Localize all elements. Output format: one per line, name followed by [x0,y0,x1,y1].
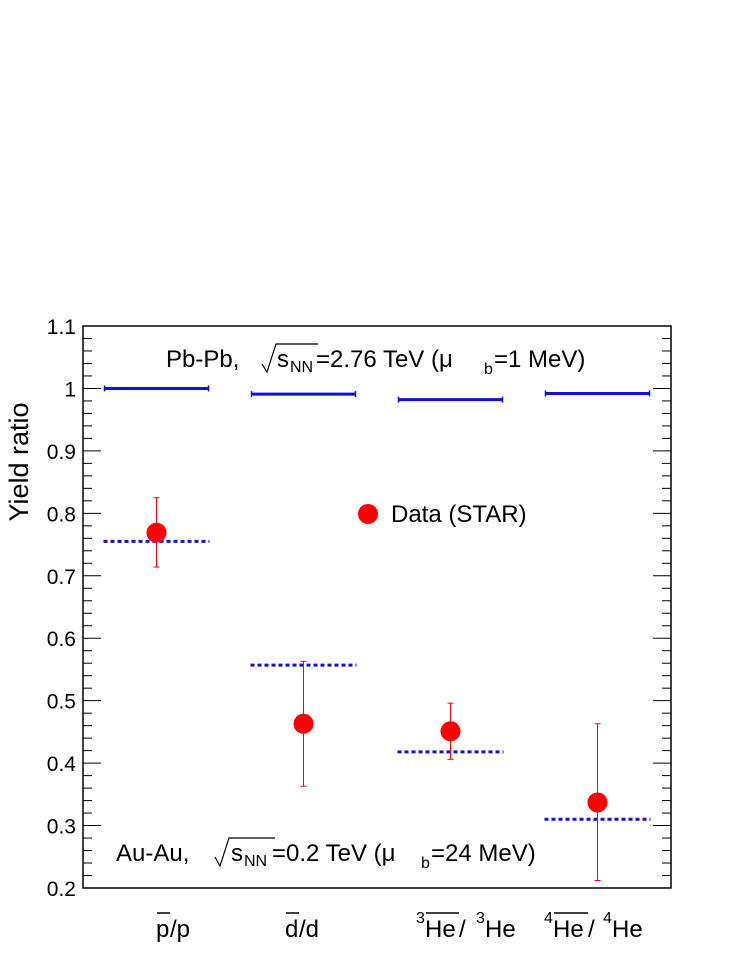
x-label-dbar-main: d [285,916,298,943]
x-label-he3-sup2: 3 [476,910,485,927]
annotation-au-au-energy: =0.2 TeV (μ [272,840,395,867]
au-au-model-lines [103,539,651,821]
y-tick-label: 0.8 [47,503,76,526]
annotation-pb-pb-mub: =1 MeV) [494,346,585,373]
x-label-pbar-p: p /p [156,912,190,943]
y-tick-label: 0.9 [47,441,76,464]
x-label-he3bar-he3: 3 He / 3 He [416,910,516,943]
axis-ticks [83,325,671,889]
plot-frame [82,325,672,889]
annotation-pb-pb-sub: NN [290,359,313,376]
star-data-points [146,497,608,882]
annotation-au-au-mub: =24 MeV) [431,840,536,867]
y-tick-label: 1 [64,378,76,401]
annotation-pb-pb-s: s [277,346,289,373]
x-category-labels: p /p d /d 3 He / 3 He 4 He / 4 He [156,910,643,943]
y-axis-label: Yield ratio [4,402,34,521]
annotation-au-au: Au-Au, s NN =0.2 TeV (μ b =24 MeV) [116,837,536,872]
legend: Data (STAR) [358,501,527,528]
pb-pb-model-lines [103,385,651,403]
x-label-he3-rest: / [459,916,466,943]
x-label-he3-main: He [425,916,456,943]
x-label-he4-main: He [553,916,584,943]
x-label-he4-tail: He [612,916,643,943]
annotation-au-au-s: s [231,840,243,867]
annotation-pb-pb: Pb-Pb, s NN =2.76 TeV (μ b =1 MeV) [166,343,585,378]
sqrt-symbol [261,343,318,374]
x-label-dbar-rest: /d [299,916,319,943]
x-label-he4-sup1: 4 [544,910,553,927]
y-tick-label: 0.6 [47,628,76,651]
annotation-au-au-mu-sub: b [421,855,430,872]
x-label-he4bar-he4: 4 He / 4 He [544,910,643,943]
annotation-au-au-prefix: Au-Au, [116,840,189,867]
x-label-he4-sup2: 4 [603,910,612,927]
y-tick-label: 1.1 [47,316,76,339]
y-tick-label: 0.4 [47,753,77,776]
sqrt-symbol-bottom [214,837,275,868]
x-label-dbar-d: d /d [285,912,319,943]
x-label-pbar-rest: /p [170,916,190,943]
annotation-au-au-sub: NN [244,853,267,870]
y-tick-label: 0.7 [47,566,76,589]
legend-marker [358,504,378,524]
data-point [293,713,314,734]
y-tick-label: 0.3 [47,816,76,839]
x-label-he3-sup1: 3 [416,910,425,927]
annotation-pb-pb-prefix: Pb-Pb, [166,346,239,373]
y-tick-labels: 0.2 0.3 0.4 0.5 0.6 0.7 0.8 0.9 1 1.1 [47,316,77,901]
data-point [587,792,608,813]
annotation-pb-pb-energy: =2.76 TeV (μ [316,346,453,373]
legend-label: Data (STAR) [391,501,527,528]
data-point [146,522,167,543]
y-tick-label: 0.5 [47,691,76,714]
y-tick-label: 0.2 [47,878,76,901]
x-label-he4-rest: / [588,916,595,943]
annotation-pb-pb-mu-sub: b [484,361,493,378]
data-point [440,721,461,742]
x-label-he3-tail: He [485,916,516,943]
x-label-pbar-main: p [156,916,169,943]
